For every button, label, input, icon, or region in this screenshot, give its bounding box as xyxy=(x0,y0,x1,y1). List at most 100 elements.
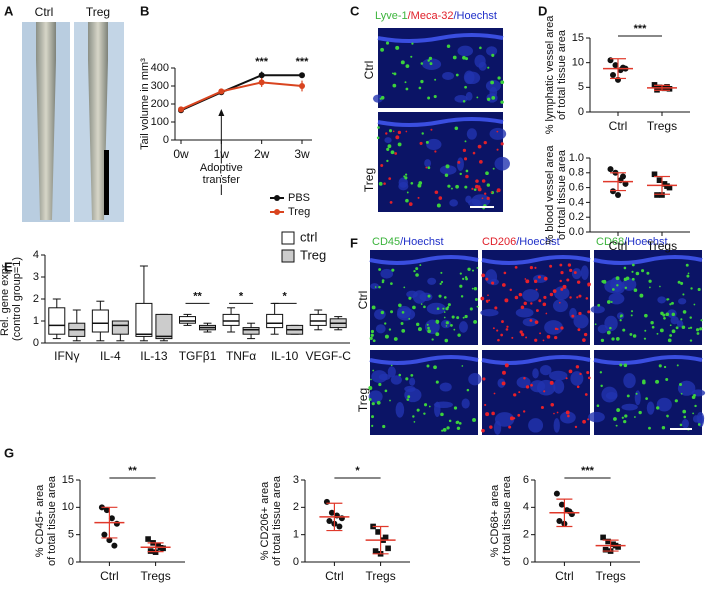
nucleus xyxy=(461,398,470,409)
signal xyxy=(386,147,390,151)
significance: ** xyxy=(193,290,202,302)
signal xyxy=(410,55,413,58)
y-tick-label: 1 xyxy=(33,315,39,327)
signal xyxy=(567,414,570,418)
signal xyxy=(482,377,486,381)
signal xyxy=(671,329,676,334)
signal xyxy=(680,281,684,285)
line xyxy=(180,74,302,112)
signal xyxy=(578,311,582,316)
signal xyxy=(492,327,495,330)
nucleus xyxy=(439,165,457,175)
point xyxy=(558,501,565,508)
signal xyxy=(410,373,414,377)
nucleus xyxy=(374,309,386,320)
nucleus xyxy=(681,419,689,429)
signal xyxy=(427,166,431,170)
signal xyxy=(686,274,690,278)
y-axis-label: % CD68+ area xyxy=(489,484,501,557)
signal xyxy=(398,303,402,308)
signal xyxy=(413,421,416,423)
stain: /Hoechst xyxy=(400,236,443,248)
signal xyxy=(476,305,479,308)
signal xyxy=(550,403,555,407)
signal xyxy=(587,376,591,380)
signal xyxy=(408,202,413,206)
signal xyxy=(500,100,504,104)
y-axis-label: Rel. gene expr. xyxy=(0,262,11,336)
nucleus xyxy=(539,364,552,376)
signal xyxy=(426,364,430,368)
signal xyxy=(442,427,447,432)
signal xyxy=(436,322,439,325)
box xyxy=(135,302,153,337)
signal xyxy=(692,412,695,415)
signal xyxy=(417,183,422,188)
panel-label: B xyxy=(140,3,149,18)
y-axis-label: of total tissue area xyxy=(556,29,568,120)
signal xyxy=(459,284,463,288)
signal xyxy=(420,62,424,65)
y-axis-label: of total tissue area xyxy=(46,475,58,566)
y-axis-label: % blood vessel area xyxy=(544,145,556,245)
signal xyxy=(405,130,408,133)
signal xyxy=(539,332,542,335)
signal xyxy=(511,336,514,339)
y-tick-label: 0.8 xyxy=(569,167,584,179)
row-label: Ctrl xyxy=(362,61,376,80)
signal xyxy=(484,403,487,407)
signal xyxy=(458,422,462,425)
signal xyxy=(566,278,570,282)
signal xyxy=(481,197,484,200)
point xyxy=(323,498,330,505)
signal xyxy=(443,316,446,319)
point xyxy=(113,520,120,527)
signal xyxy=(436,307,440,311)
signal xyxy=(514,265,518,269)
significance: * xyxy=(283,290,288,302)
signal xyxy=(626,394,630,398)
signal xyxy=(419,264,422,267)
point xyxy=(615,192,621,198)
signal xyxy=(465,277,468,281)
nucleus xyxy=(380,268,394,279)
row-label: Ctrl xyxy=(356,291,370,310)
signal xyxy=(681,325,686,330)
signal xyxy=(543,295,547,300)
signal xyxy=(471,287,474,290)
signal xyxy=(485,412,490,417)
signal xyxy=(462,55,466,60)
nucleus xyxy=(548,370,568,381)
signal xyxy=(622,328,626,332)
signal xyxy=(525,279,530,284)
nucleus xyxy=(424,159,432,168)
nucleus xyxy=(676,320,684,328)
signal xyxy=(475,179,479,183)
epidermis xyxy=(593,255,703,265)
signal xyxy=(456,426,461,430)
signal xyxy=(477,187,482,192)
signal xyxy=(391,72,394,75)
y-tick-label: 400 xyxy=(151,62,169,74)
signal xyxy=(491,53,495,57)
nucleus xyxy=(442,72,455,80)
signal xyxy=(565,410,570,415)
signal xyxy=(464,140,467,143)
point xyxy=(299,83,305,89)
stain: CD68 xyxy=(596,236,624,248)
signal xyxy=(489,425,493,429)
signal xyxy=(559,263,563,267)
nucleus xyxy=(569,307,577,319)
y-axis-label: (control group=1) xyxy=(11,257,23,341)
point xyxy=(385,545,391,552)
nucleus xyxy=(553,286,570,300)
nucleus xyxy=(580,265,589,280)
point xyxy=(600,534,606,541)
box xyxy=(266,313,284,329)
y-tick-label: 200 xyxy=(151,98,169,110)
signal xyxy=(644,313,648,318)
signal xyxy=(455,184,459,189)
nucleus xyxy=(605,392,618,400)
signal xyxy=(530,383,533,387)
x-tick-label: 0w xyxy=(173,147,189,161)
